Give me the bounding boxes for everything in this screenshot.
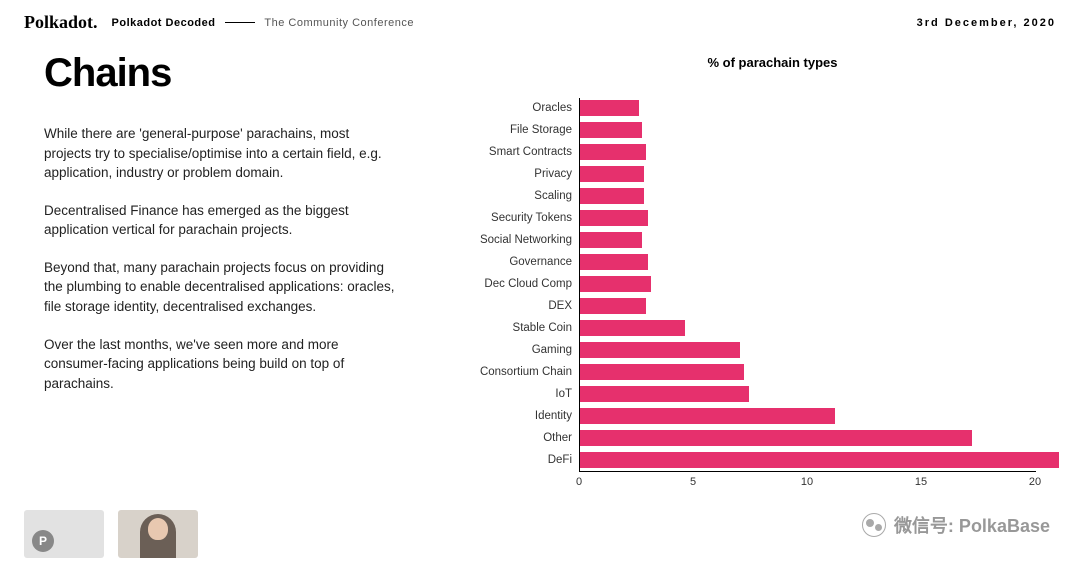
bar bbox=[580, 452, 1059, 468]
bar-row: Governance bbox=[580, 254, 648, 270]
header-subtitle-wrap: Polkadot Decoded The Community Conferenc… bbox=[112, 17, 414, 29]
chart-column: % of parachain types OraclesFile Storage… bbox=[429, 51, 1056, 494]
bar bbox=[580, 210, 648, 226]
bar-label: Stable Coin bbox=[513, 322, 580, 334]
polkadot-icon: P bbox=[32, 530, 54, 552]
bar-label: Other bbox=[543, 432, 580, 444]
bar-label: Dec Cloud Comp bbox=[484, 278, 580, 290]
bar-label: IoT bbox=[555, 388, 580, 400]
x-tick: 5 bbox=[690, 476, 696, 488]
bar bbox=[580, 254, 648, 270]
bar-row: Social Networking bbox=[580, 232, 642, 248]
thumbnail: P bbox=[24, 510, 104, 558]
x-tick: 15 bbox=[915, 476, 927, 488]
chart-title: % of parachain types bbox=[489, 55, 1056, 70]
header-date: 3rd December, 2020 bbox=[917, 17, 1056, 29]
body-para: Decentralised Finance has emerged as the… bbox=[44, 201, 399, 240]
bar bbox=[580, 122, 642, 138]
wechat-icon bbox=[862, 513, 886, 537]
bar-label: Identity bbox=[535, 410, 580, 422]
bar-row: Gaming bbox=[580, 342, 740, 358]
bar-row: Identity bbox=[580, 408, 835, 424]
bar-row: File Storage bbox=[580, 122, 642, 138]
main-content: Chains While there are 'general-purpose'… bbox=[0, 41, 1080, 494]
body-para: Beyond that, many parachain projects foc… bbox=[44, 258, 399, 317]
x-tick: 0 bbox=[576, 476, 582, 488]
bar-row: IoT bbox=[580, 386, 749, 402]
bar bbox=[580, 232, 642, 248]
bar bbox=[580, 144, 646, 160]
x-tick: 20 bbox=[1029, 476, 1041, 488]
watermark-text: 微信号: PolkaBase bbox=[894, 512, 1050, 538]
bar-row: DeFi bbox=[580, 452, 1059, 468]
page-header: Polkadot. Polkadot Decoded The Community… bbox=[0, 0, 1080, 41]
x-axis: 05101520 bbox=[579, 472, 1036, 494]
thumbnail bbox=[118, 510, 198, 558]
bar-row: Smart Contracts bbox=[580, 144, 646, 160]
bar-row: Scaling bbox=[580, 188, 644, 204]
header-left: Polkadot. Polkadot Decoded The Community… bbox=[24, 12, 414, 33]
bar bbox=[580, 430, 972, 446]
text-column: Chains While there are 'general-purpose'… bbox=[44, 51, 399, 494]
bar-label: Security Tokens bbox=[491, 212, 580, 224]
bar-label: DeFi bbox=[548, 454, 580, 466]
brand-logo: Polkadot. bbox=[24, 12, 98, 33]
chart-wrap: OraclesFile StorageSmart ContractsPrivac… bbox=[429, 98, 1056, 494]
bar-row: Other bbox=[580, 430, 972, 446]
bar bbox=[580, 166, 644, 182]
body-para: While there are 'general-purpose' parach… bbox=[44, 124, 399, 183]
bar-label: Social Networking bbox=[480, 234, 580, 246]
bar-row: Security Tokens bbox=[580, 210, 648, 226]
bar-row: Consortium Chain bbox=[580, 364, 744, 380]
bar-label: Consortium Chain bbox=[480, 366, 580, 378]
x-tick: 10 bbox=[801, 476, 813, 488]
body-para: Over the last months, we've seen more an… bbox=[44, 335, 399, 394]
bar-row: Privacy bbox=[580, 166, 644, 182]
bar-label: Scaling bbox=[534, 190, 580, 202]
decoded-label: Polkadot Decoded bbox=[112, 17, 216, 29]
bar bbox=[580, 100, 639, 116]
bar-row: Oracles bbox=[580, 100, 639, 116]
bar-label: Governance bbox=[509, 256, 580, 268]
tagline: The Community Conference bbox=[264, 17, 414, 29]
speaker-thumbnails: P bbox=[24, 510, 198, 558]
person-photo bbox=[140, 514, 176, 558]
bar-row: Dec Cloud Comp bbox=[580, 276, 651, 292]
watermark: 微信号: PolkaBase bbox=[862, 512, 1050, 538]
bar-label: Smart Contracts bbox=[489, 146, 580, 158]
bar-row: DEX bbox=[580, 298, 646, 314]
bar bbox=[580, 386, 749, 402]
bar bbox=[580, 342, 740, 358]
bar bbox=[580, 364, 744, 380]
bar bbox=[580, 408, 835, 424]
header-divider bbox=[225, 22, 255, 23]
bar bbox=[580, 320, 685, 336]
bar-chart: Oracles File Storage Smart Contracts Privac… bbox=[579, 98, 1036, 472]
bar bbox=[580, 188, 644, 204]
page-title: Chains bbox=[44, 51, 399, 96]
bar bbox=[580, 298, 646, 314]
bar bbox=[580, 276, 651, 292]
bar-label: Gaming bbox=[532, 344, 580, 356]
bar-row: Stable Coin bbox=[580, 320, 685, 336]
bar-label: Privacy bbox=[534, 168, 580, 180]
bar-label: DEX bbox=[548, 300, 580, 312]
bar-label: File Storage bbox=[510, 124, 580, 136]
bar-label: Oracles bbox=[532, 102, 580, 114]
